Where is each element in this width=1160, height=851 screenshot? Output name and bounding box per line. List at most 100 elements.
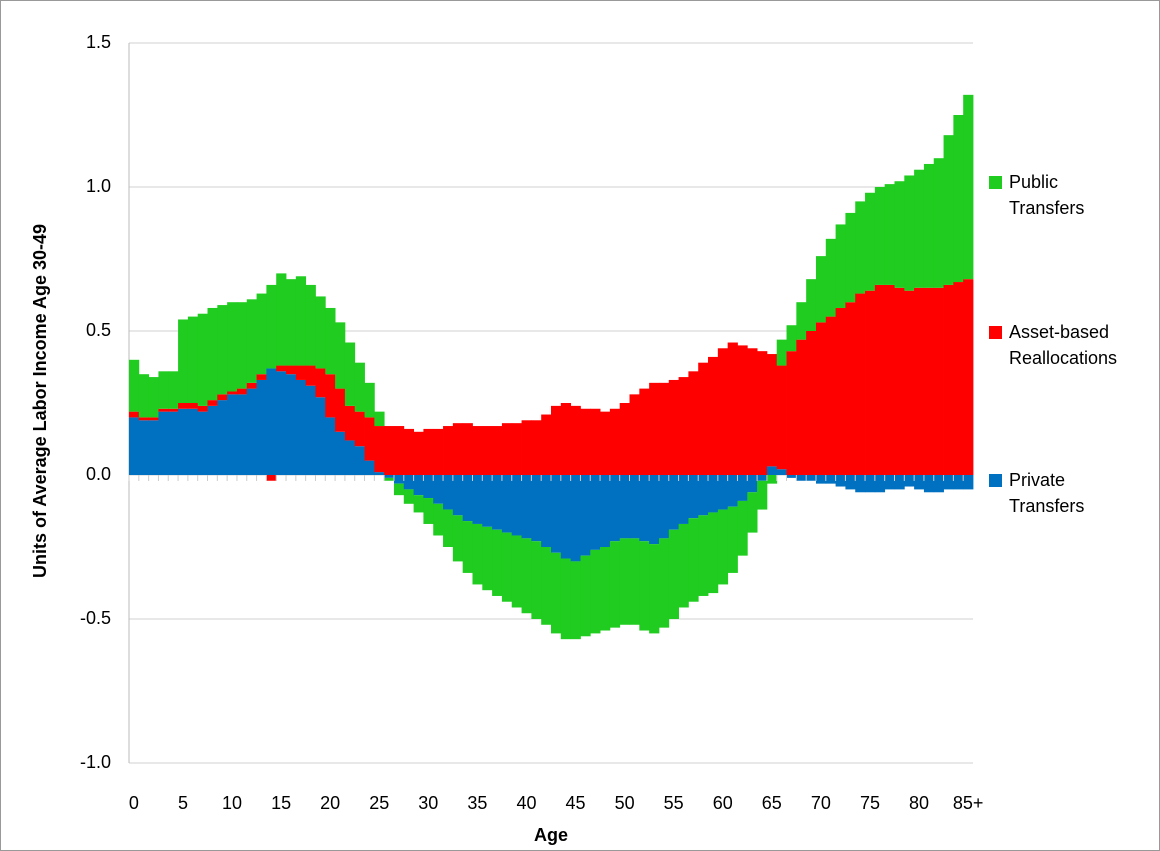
bar-segment [786,351,797,475]
x-tick-label: 80 [909,793,929,813]
bar-segment [403,428,415,475]
bar-segment [894,287,905,475]
bar-segment [923,287,935,475]
bar-segment [933,158,944,288]
x-tick-label: 25 [369,793,389,813]
bar-segment [708,475,719,513]
bar-segment [246,299,257,383]
bar-segment [551,552,562,634]
bar-segment [335,431,346,475]
bar-segment [619,475,630,539]
bar-segment [619,538,630,625]
bar-segment [551,405,562,475]
bar-segment [305,365,316,386]
bar-segment [835,224,846,308]
bar-segment [914,169,925,288]
bar-segment [325,417,336,475]
bar-segment [717,475,729,510]
bar-segment [403,475,415,490]
bar-segment [590,408,601,475]
bar-segment [747,475,758,493]
bar-segment [393,426,405,475]
bar-segment [187,403,199,409]
legend-item: Public Transfers [989,169,1084,221]
bar-segment [737,500,748,556]
bar-segment [266,284,277,369]
bar-segment [865,290,876,475]
bar-segment [521,538,532,614]
bar-segment [501,423,513,475]
bar-segment [717,348,729,475]
bar-segment [825,238,837,317]
bar-segment [865,475,876,493]
bar-segment [806,279,817,331]
bar-segment [580,475,591,556]
bar-segment [855,201,866,294]
bar-segment [501,475,513,533]
bar-segment [472,475,483,524]
bar-segment [629,394,640,475]
y-axis-title: Units of Average Labor Income Age 30-49 [30,224,50,578]
bar-segment [668,529,679,619]
bar-segment [148,417,159,421]
bar-segment [629,475,640,539]
bar-segment [757,475,768,481]
y-tick-label: 0.0 [86,464,111,484]
bar-segment [413,431,424,475]
bar-segment [609,408,621,475]
bar-segment [953,115,964,283]
y-tick-label: 1.0 [86,176,111,196]
bar-segment [462,423,473,475]
x-tick-label: 85+ [953,793,984,813]
bar-segment [894,475,905,490]
bar-segment [403,489,415,504]
bar-segment [727,475,738,507]
bar-segment [433,503,444,536]
x-tick-label: 20 [320,793,340,813]
bar-segment [236,302,248,389]
bar-segment [747,492,758,533]
bar-segment [443,475,454,510]
bar-segment [776,469,787,475]
bar-segment [953,282,964,475]
bar-segment [933,287,944,475]
bar-segment [511,423,522,475]
bar-segment [158,408,169,412]
legend-swatch [989,176,1002,189]
bar-segment [148,377,159,418]
bar-segment [482,426,493,475]
bar-segment [904,290,915,475]
bar-segment [129,417,140,475]
bar-segment [708,356,719,475]
bar-segment [570,475,581,562]
bar-segment [295,379,307,475]
bar-segment [227,302,238,392]
bar-segment [276,365,287,372]
bar-segment [874,187,886,285]
bar-segment [452,423,464,475]
bar-segment [786,475,797,478]
bar-segment [855,475,866,493]
legend-swatch [989,326,1002,339]
bar-segment [521,420,532,475]
bar-segment [521,475,532,539]
bar-segment [855,293,866,475]
bar-segment [452,515,464,562]
bar-segment [168,408,179,412]
bar-segment [796,302,807,340]
bar-segment [766,466,778,475]
bar-segment [354,411,365,447]
bar-segment [600,547,611,631]
bar-segment [845,302,856,475]
x-tick-label: 35 [467,793,487,813]
bar-segment [914,287,925,475]
bar-segment [580,555,591,637]
bar-segment [806,331,817,475]
bar-segment [914,475,925,490]
bar-segment [393,475,405,484]
bar-segment [187,316,199,403]
bar-segment [492,426,503,475]
bar-segment [384,426,395,475]
